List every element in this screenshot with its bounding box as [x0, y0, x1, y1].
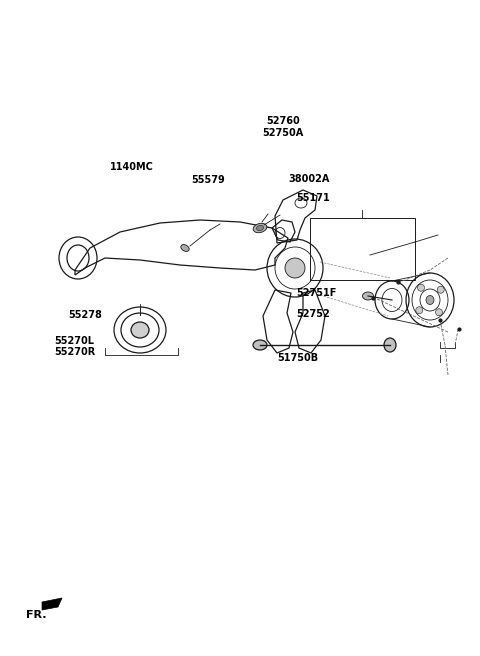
- Text: 55171: 55171: [297, 194, 330, 203]
- Circle shape: [418, 284, 424, 291]
- Ellipse shape: [131, 322, 149, 338]
- Ellipse shape: [384, 338, 396, 352]
- Text: 55579: 55579: [191, 175, 225, 185]
- Ellipse shape: [253, 223, 267, 233]
- Text: 55278: 55278: [69, 310, 102, 320]
- Text: 51750B: 51750B: [277, 353, 318, 363]
- Ellipse shape: [253, 340, 267, 350]
- Ellipse shape: [362, 292, 373, 300]
- Ellipse shape: [256, 226, 264, 230]
- Circle shape: [437, 286, 444, 293]
- Ellipse shape: [285, 258, 305, 278]
- Text: 52751F: 52751F: [297, 289, 337, 298]
- Text: FR.: FR.: [26, 610, 47, 621]
- Ellipse shape: [426, 295, 434, 304]
- Text: 55270L
55270R: 55270L 55270R: [54, 336, 95, 358]
- Polygon shape: [42, 598, 62, 610]
- Text: 1140MC: 1140MC: [110, 162, 154, 172]
- Text: 52760
52750A: 52760 52750A: [263, 116, 304, 138]
- Circle shape: [435, 309, 443, 316]
- Text: 38002A: 38002A: [288, 174, 329, 184]
- Bar: [310, 218, 415, 280]
- Text: 52752: 52752: [297, 310, 330, 319]
- Ellipse shape: [181, 245, 189, 251]
- Circle shape: [416, 307, 423, 314]
